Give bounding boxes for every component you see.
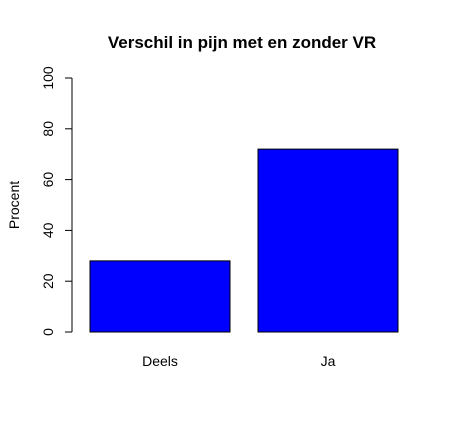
y-axis: 0 20 40 60 80 100 (40, 66, 73, 336)
y-tick-label: 0 (40, 328, 56, 336)
bars-group (89, 148, 399, 333)
y-tick-label: 80 (40, 121, 56, 137)
y-tick-label: 20 (40, 273, 56, 289)
x-tick-labels: Deels Ja (142, 353, 336, 369)
chart-title: Verschil in pijn met en zonder VR (108, 33, 376, 52)
x-tick-label-ja: Ja (321, 353, 336, 369)
y-tick-label: 100 (40, 66, 56, 90)
x-tick-label-deels: Deels (142, 353, 178, 369)
y-tick-label: 40 (40, 222, 56, 238)
bar-deels (89, 260, 231, 333)
y-tick-label: 60 (40, 172, 56, 188)
bar-ja (257, 148, 399, 333)
y-axis-label: Procent (6, 181, 22, 229)
